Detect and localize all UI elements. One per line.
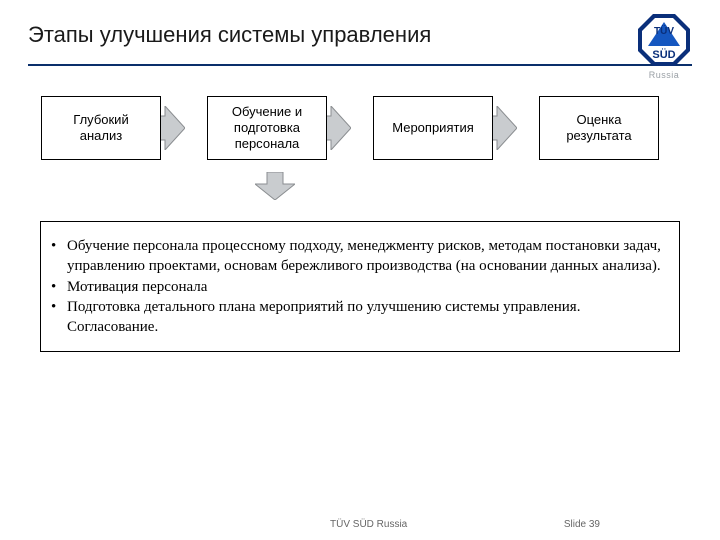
down-arrow-container: [0, 172, 720, 205]
flow-step: Глубокийанализ: [41, 96, 181, 160]
flow-step: Обучение иподготовкаперсонала: [207, 96, 347, 160]
logo-subtext: Russia: [632, 70, 696, 80]
slide-footer: TÜV SÜD Russia Slide 39: [0, 519, 720, 530]
brand-logo: TÜV SÜD Russia: [632, 12, 696, 80]
details-box: • Обучение персонала процессному подходу…: [40, 221, 680, 352]
bullet-marker: •: [51, 297, 67, 338]
page-title: Этапы улучшения системы управления: [28, 22, 692, 48]
bullet-item: • Подготовка детального плана мероприяти…: [51, 297, 665, 338]
bullet-marker: •: [51, 277, 67, 297]
step-box-4: Оценкарезультата: [539, 96, 659, 160]
bullet-marker: •: [51, 236, 67, 277]
bullet-text: Мотивация персонала: [67, 277, 665, 297]
bullet-text: Подготовка детального плана мероприятий …: [67, 297, 665, 338]
bullet-item: • Обучение персонала процессному подходу…: [51, 236, 665, 277]
footer-slide-number: Slide 39: [564, 519, 600, 530]
step-box-3: Мероприятия: [373, 96, 493, 160]
bullet-text: Обучение персонала процессному подходу, …: [67, 236, 665, 277]
logo-bottom-text: SÜD: [652, 48, 675, 61]
flow-step: Оценкарезультата: [539, 96, 679, 160]
step-box-2: Обучение иподготовкаперсонала: [207, 96, 327, 160]
logo-top-text: TÜV: [654, 24, 674, 37]
footer-org: TÜV SÜD Russia: [330, 519, 407, 530]
flow-step: Мероприятия: [373, 96, 513, 160]
tuv-sud-octagon-icon: TÜV SÜD: [636, 12, 692, 68]
bullet-item: • Мотивация персонала: [51, 277, 665, 297]
arrow-down-icon: [255, 172, 295, 200]
process-flow: Глубокийанализ Обучение иподготовкаперсо…: [0, 66, 720, 166]
step-box-1: Глубокийанализ: [41, 96, 161, 160]
